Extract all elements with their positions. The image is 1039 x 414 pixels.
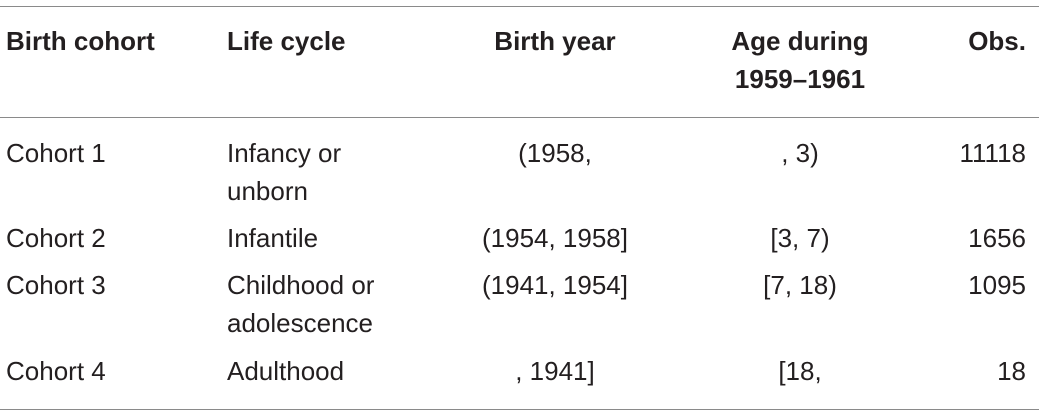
cell-age: [7, 18) <box>763 270 837 300</box>
cell-life-cycle: Adulthood <box>227 356 345 386</box>
header-birth-year: Birth year <box>494 26 616 56</box>
cell-age: [3, 7) <box>770 223 830 253</box>
table-bottom-rule <box>0 409 1039 410</box>
cell-life-cycle: Infancy or unborn <box>227 138 342 206</box>
cell-obs: 18 <box>997 356 1026 386</box>
table-header-rule <box>0 117 1039 118</box>
cell-age: , 3) <box>781 138 819 168</box>
cell-birth-year: , 1941] <box>515 356 595 386</box>
header-age-during: Age during 1959–1961 <box>731 26 869 94</box>
cell-life-cycle: Infantile <box>227 223 319 253</box>
cell-birth-year: (1941, 1954] <box>481 270 628 300</box>
cell-cohort: Cohort 4 <box>6 356 106 386</box>
header-life-cycle: Life cycle <box>227 26 346 56</box>
cell-cohort: Cohort 1 <box>6 138 106 168</box>
cell-birth-year: (1958, <box>518 138 592 168</box>
cell-obs: 1095 <box>968 270 1026 300</box>
header-obs: Obs. <box>968 26 1026 56</box>
cell-age: [18, <box>778 356 822 386</box>
table-top-rule <box>0 6 1039 7</box>
cell-obs: 1656 <box>968 223 1026 253</box>
cell-cohort: Cohort 2 <box>6 223 106 253</box>
cell-obs: 11118 <box>959 138 1026 168</box>
cell-life-cycle: Childhood or adolescence <box>227 270 375 338</box>
cell-cohort: Cohort 3 <box>6 270 106 300</box>
header-birth-cohort: Birth cohort <box>6 26 155 56</box>
cell-birth-year: (1954, 1958] <box>481 223 628 253</box>
